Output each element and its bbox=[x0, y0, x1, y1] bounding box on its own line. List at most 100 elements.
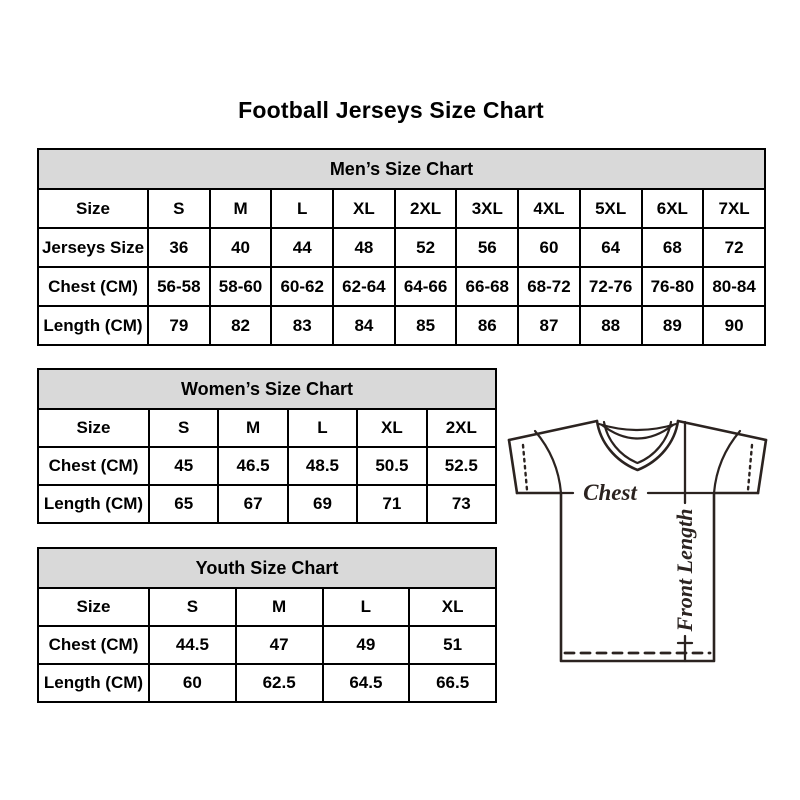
table-row: Size S M L XL 2XL bbox=[37, 408, 498, 448]
table-header-row: Women’s Size Chart bbox=[37, 368, 497, 410]
right-sleeve-cuff bbox=[756, 438, 768, 495]
cell-value: 67 bbox=[217, 484, 289, 524]
cell-value: XL bbox=[408, 587, 497, 627]
cell-value: 69 bbox=[286, 484, 359, 524]
cell-value: XL bbox=[332, 188, 396, 229]
cell-value: 80-84 bbox=[702, 266, 766, 307]
cell-value: M bbox=[217, 408, 289, 448]
cell-value: 5XL bbox=[578, 188, 643, 229]
table-title: Men’s Size Chart bbox=[37, 148, 766, 190]
cell-value: 64-66 bbox=[393, 266, 458, 307]
cell-value: 4XL bbox=[517, 188, 581, 229]
cell-value: 89 bbox=[640, 305, 705, 346]
row-label: Size bbox=[37, 408, 150, 448]
row-label: Length (CM) bbox=[37, 484, 150, 524]
cell-value: 68-72 bbox=[517, 266, 581, 307]
chest-label: Chest bbox=[583, 480, 637, 505]
front-length-label: Front Length bbox=[672, 509, 697, 633]
womens-size-table: Women’s Size Chart Size S M L XL 2XL Chest (CM)… bbox=[37, 368, 498, 524]
cell-value: 62-64 bbox=[332, 266, 396, 307]
jersey-measurement-diagram: Chest Front Length bbox=[507, 419, 768, 663]
cell-value: 87 bbox=[517, 305, 581, 346]
row-label: Chest (CM) bbox=[37, 446, 150, 486]
cell-value: 60-62 bbox=[270, 266, 335, 307]
cell-value: 60 bbox=[148, 663, 237, 703]
cell-value: 79 bbox=[147, 305, 211, 346]
cell-value: 85 bbox=[393, 305, 458, 346]
cell-value: 6XL bbox=[640, 188, 705, 229]
cell-value: 62.5 bbox=[234, 663, 324, 703]
table-row: Length (CM) 60 62.5 64.5 66.5 bbox=[37, 663, 497, 703]
cell-value: 44 bbox=[270, 227, 335, 268]
cell-value: 84 bbox=[332, 305, 396, 346]
cell-value: S bbox=[147, 188, 211, 229]
cell-value: 44.5 bbox=[148, 625, 237, 665]
cell-value: 64 bbox=[578, 227, 643, 268]
page-title: Football Jerseys Size Chart bbox=[238, 97, 544, 123]
collar-back-curve-2 bbox=[600, 423, 675, 440]
cell-value: L bbox=[321, 587, 411, 627]
cell-value: L bbox=[270, 188, 335, 229]
cell-value: 36 bbox=[147, 227, 211, 268]
cell-value: 88 bbox=[578, 305, 643, 346]
cell-value: M bbox=[208, 188, 273, 229]
row-label: Chest (CM) bbox=[37, 266, 149, 307]
cell-value: 48.5 bbox=[286, 446, 359, 486]
right-shoulder-line bbox=[676, 419, 768, 442]
table-row: Chest (CM) 45 46.5 48.5 50.5 52.5 bbox=[37, 446, 498, 486]
cell-value: 49 bbox=[321, 625, 411, 665]
table-row: Jerseys Size 36 40 44 48 52 56 60 64 68 72 bbox=[37, 227, 766, 268]
row-label: Size bbox=[37, 188, 149, 229]
right-armhole-seam bbox=[712, 429, 742, 495]
cell-value: 66-68 bbox=[455, 266, 520, 307]
cell-value: 76-80 bbox=[640, 266, 705, 307]
left-sleeve-cuff bbox=[507, 438, 519, 495]
cell-value: S bbox=[148, 587, 237, 627]
cell-value: 2XL bbox=[393, 188, 458, 229]
cell-value: 52 bbox=[393, 227, 458, 268]
cell-value: 65 bbox=[147, 484, 220, 524]
table-row: Size S M L XL bbox=[37, 587, 497, 627]
table-row: Length (CM) 79 82 83 84 85 86 87 88 89 90 bbox=[37, 305, 766, 346]
cell-value: 71 bbox=[356, 484, 428, 524]
cell-value: 56-58 bbox=[147, 266, 211, 307]
row-label: Jerseys Size bbox=[37, 227, 149, 268]
cell-value: 7XL bbox=[702, 188, 766, 229]
cell-value: XL bbox=[356, 408, 428, 448]
collar-inner-v bbox=[602, 420, 673, 465]
cell-value: 56 bbox=[455, 227, 520, 268]
left-armhole-seam bbox=[533, 429, 563, 495]
cell-value: 82 bbox=[208, 305, 273, 346]
table-header-row: Men’s Size Chart bbox=[37, 148, 766, 190]
cell-value: 50.5 bbox=[356, 446, 428, 486]
cell-value: 68 bbox=[640, 227, 705, 268]
table-title: Youth Size Chart bbox=[37, 547, 497, 589]
table-row: Chest (CM) 44.5 47 49 51 bbox=[37, 625, 497, 665]
cell-value: 60 bbox=[517, 227, 581, 268]
row-label: Chest (CM) bbox=[37, 625, 150, 665]
left-shoulder-line bbox=[507, 419, 599, 442]
cell-value: 2XL bbox=[425, 408, 498, 448]
cell-value: 47 bbox=[234, 625, 324, 665]
cell-value: 64.5 bbox=[321, 663, 411, 703]
cell-value: 48 bbox=[332, 227, 396, 268]
cell-value: 58-60 bbox=[208, 266, 273, 307]
cell-value: 86 bbox=[455, 305, 520, 346]
table-row: Chest (CM) 56-58 58-60 60-62 62-64 64-66 66-68… bbox=[37, 266, 766, 307]
cell-value: 90 bbox=[702, 305, 766, 346]
cell-value: M bbox=[234, 587, 324, 627]
cell-value: 72-76 bbox=[578, 266, 643, 307]
table-row: Size S M L XL 2XL 3XL 4XL 5XL 6XL 7XL bbox=[37, 188, 766, 229]
collar-outer-v bbox=[595, 419, 680, 472]
cell-value: 83 bbox=[270, 305, 335, 346]
row-label: Length (CM) bbox=[37, 305, 149, 346]
cell-value: 46.5 bbox=[217, 446, 289, 486]
table-title: Women’s Size Chart bbox=[37, 368, 497, 410]
cell-value: 51 bbox=[408, 625, 497, 665]
left-cuff-stitch-dashed bbox=[521, 443, 529, 492]
right-cuff-stitch-dashed bbox=[746, 443, 754, 492]
jersey-body-outline bbox=[559, 491, 716, 663]
cell-value: 3XL bbox=[455, 188, 520, 229]
cell-value: 72 bbox=[702, 227, 766, 268]
table-row: Length (CM) 65 67 69 71 73 bbox=[37, 484, 498, 524]
